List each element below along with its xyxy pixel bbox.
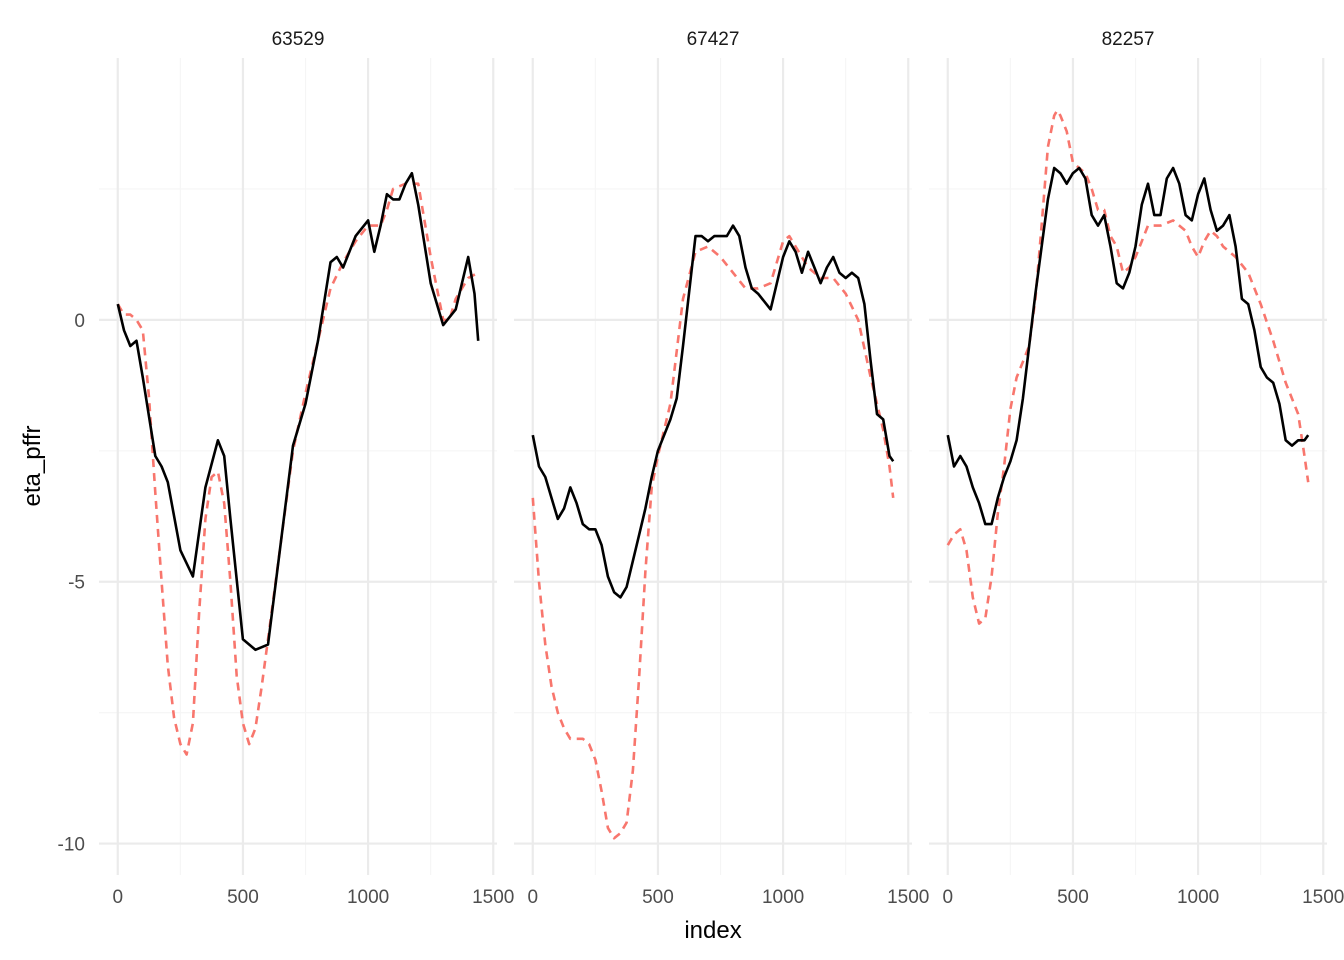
- series-line-solid: [946, 166, 1310, 526]
- facet-panel-67427: 67427 0 500 1000 1500: [514, 29, 929, 908]
- series-line-dashed: [531, 234, 895, 840]
- facet-title: 67427: [687, 29, 740, 50]
- x-tick-label: 500: [642, 887, 674, 908]
- facet-title: 82257: [1102, 29, 1155, 50]
- panels-group: 63529 0 500 1000 1500 67427 0 500 1000 1500 82257 0…: [99, 29, 1344, 908]
- x-tick-label: 1000: [762, 887, 804, 908]
- y-tick-label: -10: [58, 835, 85, 856]
- y-axis-title: eta_pffr: [19, 426, 46, 507]
- x-tick-label: 1500: [1302, 887, 1344, 908]
- x-tick-label: 500: [1057, 887, 1089, 908]
- x-tick-label: 0: [112, 887, 123, 908]
- x-tick-label: 1500: [887, 887, 929, 908]
- series-line-solid: [116, 171, 480, 652]
- x-tick-label: 1500: [472, 887, 514, 908]
- x-tick-label: 1000: [347, 887, 389, 908]
- x-axis-title: index: [684, 917, 741, 944]
- x-tick-label: 1000: [1177, 887, 1219, 908]
- x-tick-label: 0: [527, 887, 538, 908]
- x-tick-label: 500: [227, 887, 259, 908]
- facet-panel-82257: 82257 0 500 1000 1500: [929, 29, 1344, 908]
- x-tick-label: 0: [942, 887, 953, 908]
- series-line-solid: [531, 224, 895, 599]
- y-tick-label: 0: [74, 311, 85, 332]
- y-axis: 0 -5 -10: [58, 311, 85, 856]
- facet-title: 63529: [272, 29, 325, 50]
- series-line-dashed: [946, 109, 1310, 625]
- y-tick-label: -5: [68, 573, 85, 594]
- series-line-dashed: [116, 182, 479, 756]
- facet-panel-63529: 63529 0 500 1000 1500: [99, 29, 514, 908]
